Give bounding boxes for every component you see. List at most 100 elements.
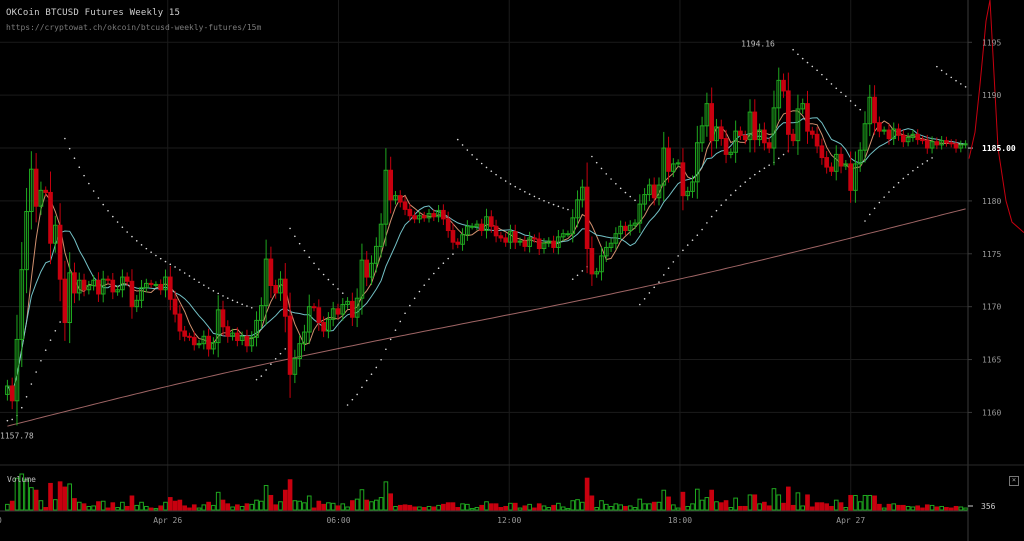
volume-bar	[330, 502, 336, 511]
sar-dot	[289, 227, 291, 230]
candle-body	[292, 357, 298, 375]
volume-bar	[881, 507, 887, 511]
x-tick-label: 00	[0, 516, 2, 525]
volume-bar	[29, 487, 34, 511]
volume-bar	[560, 506, 566, 511]
candle-body	[417, 215, 422, 220]
sar-dot	[217, 292, 220, 295]
sar-dot	[926, 160, 929, 162]
candle-body	[91, 279, 96, 287]
volume-bar	[479, 504, 485, 511]
sar-dot	[265, 369, 267, 371]
sar-dot	[648, 292, 651, 294]
candle-body	[766, 142, 772, 149]
candle-body	[407, 208, 413, 217]
candle-body	[867, 96, 873, 125]
volume-bar	[24, 479, 29, 511]
volume-bar	[901, 504, 906, 511]
candle-body	[158, 283, 164, 291]
sar-dot	[653, 286, 655, 289]
sar-dot	[706, 222, 708, 224]
sar-dot	[404, 312, 406, 315]
volume-bar	[512, 502, 518, 511]
sar-dot	[528, 193, 531, 195]
candle-body	[594, 271, 600, 275]
sar-dot	[792, 48, 794, 51]
sar-dot	[940, 69, 943, 72]
volume-bar	[321, 503, 326, 511]
sar-dot	[188, 275, 191, 277]
candle-body	[345, 300, 350, 306]
volume-bar	[100, 500, 106, 511]
candle-body	[311, 306, 317, 309]
volume-bar	[771, 488, 777, 511]
sar-dot	[514, 185, 517, 188]
sar-dot	[892, 186, 895, 189]
candle-body	[498, 235, 504, 239]
volume-bar	[829, 505, 834, 511]
volume-bar	[14, 477, 20, 511]
sar-dot	[260, 375, 263, 377]
sar-dot	[409, 304, 411, 307]
sar-dot	[758, 170, 761, 173]
volume-bar	[647, 503, 652, 511]
sar-dot	[710, 215, 713, 218]
volume-bar	[872, 495, 877, 511]
candle-body	[915, 133, 921, 141]
sar-dot	[763, 167, 766, 169]
sar-dot	[782, 153, 785, 156]
sar-dot	[389, 338, 392, 341]
volume-bar	[910, 506, 916, 511]
sar-dot	[840, 91, 842, 94]
candle-body	[38, 189, 44, 207]
volume-bar	[608, 505, 614, 511]
volume-bar	[623, 505, 628, 511]
sar-dot	[624, 191, 627, 194]
source-url[interactable]: https://cryptowat.ch/okcoin/btcusd-weekl…	[6, 23, 262, 32]
candle-body	[191, 336, 197, 346]
candle-body	[235, 332, 240, 342]
volume-bar	[450, 502, 456, 511]
candle-body	[924, 140, 930, 149]
volume-bar	[656, 501, 662, 511]
volume-bar	[905, 505, 911, 511]
candle-body	[666, 147, 671, 172]
candle-body	[373, 245, 379, 264]
volume-bar	[110, 502, 116, 511]
volume-bar	[172, 500, 178, 511]
volume-bar	[388, 493, 393, 511]
volume-bar	[853, 494, 858, 511]
sar-dot	[768, 164, 770, 166]
volume-bar	[67, 483, 72, 511]
sar-dot	[849, 100, 852, 102]
y-tick-label: 1160	[982, 408, 1001, 417]
candle-body	[220, 309, 226, 328]
sar-dot	[543, 199, 545, 202]
sar-dot	[30, 383, 33, 385]
sar-dot	[825, 78, 828, 81]
sar-dot	[351, 398, 354, 401]
candle-body	[599, 255, 604, 273]
candle-body	[517, 240, 523, 243]
volume-bar	[254, 499, 259, 511]
volume-bar	[235, 504, 240, 511]
volume-bar	[627, 505, 633, 511]
candle-body	[546, 240, 552, 244]
candle-body	[541, 242, 547, 250]
candle-body	[790, 133, 796, 142]
sar-dot	[332, 283, 334, 286]
candle-body	[182, 330, 187, 337]
candle-body	[474, 223, 480, 227]
volume-bar	[503, 505, 508, 511]
candle-body	[771, 107, 777, 149]
close-volume-icon[interactable]: ×	[1009, 476, 1019, 486]
volume-bar	[326, 502, 331, 511]
candle-body	[829, 166, 834, 172]
candle-body	[742, 134, 748, 141]
candle-body	[872, 96, 877, 124]
volume-bar	[522, 505, 528, 511]
volume-bar	[52, 499, 58, 511]
sar-dot	[921, 163, 924, 165]
sar-dot	[318, 268, 320, 270]
